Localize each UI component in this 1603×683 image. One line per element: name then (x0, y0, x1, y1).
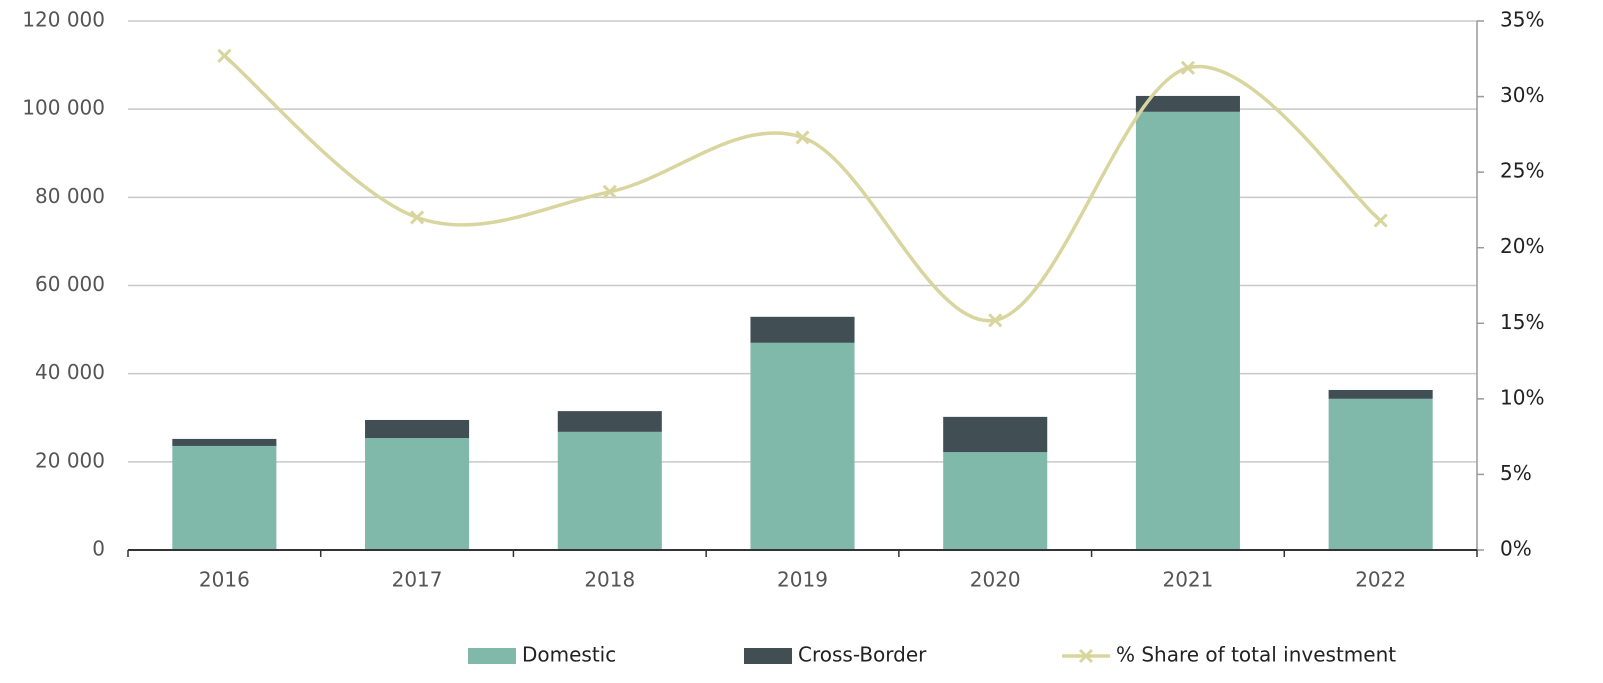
x-tick-label: 2017 (392, 568, 443, 592)
y2-tick-label: 25% (1500, 159, 1544, 183)
marker (1180, 60, 1195, 75)
marker (602, 184, 617, 199)
bar (1328, 389, 1433, 399)
x-tick-label: 2019 (777, 568, 828, 592)
bar (365, 419, 470, 439)
bar (172, 445, 277, 550)
x-tick-label: 2021 (1162, 568, 1213, 592)
y-tick-label: 20 000 (35, 448, 105, 472)
legend-label: % Share of total investment (1116, 643, 1396, 667)
bar (172, 438, 277, 446)
bar (943, 452, 1048, 550)
marker (1373, 213, 1388, 228)
x-tick-label: 2022 (1355, 568, 1406, 592)
y2-tick-label: 20% (1500, 234, 1544, 258)
y-tick-label: 40 000 (35, 360, 105, 384)
legend-swatch (468, 648, 516, 664)
marker (217, 48, 232, 63)
bar (750, 342, 855, 550)
legend-swatch (744, 648, 792, 664)
x-tick-label: 2018 (584, 568, 635, 592)
y2-tick-label: 35% (1500, 8, 1544, 32)
marker (795, 130, 810, 145)
marker (988, 313, 1003, 328)
bar (557, 431, 662, 550)
bar (1135, 95, 1240, 112)
y-tick-label: 60 000 (35, 272, 105, 296)
bar (1328, 398, 1433, 550)
bar (750, 316, 855, 343)
x-tick-label: 2020 (970, 568, 1021, 592)
marker (410, 210, 425, 225)
x-tick-label: 2016 (199, 568, 250, 592)
legend-label: Domestic (522, 643, 616, 667)
y2-tick-label: 5% (1500, 461, 1532, 485)
y2-tick-label: 10% (1500, 385, 1544, 409)
y-tick-label: 120 000 (22, 8, 105, 32)
y-tick-label: 80 000 (35, 184, 105, 208)
y2-tick-label: 0% (1500, 537, 1532, 561)
legend-swatch (1078, 648, 1094, 664)
y-tick-label: 100 000 (22, 96, 105, 120)
y-tick-label: 0 (92, 537, 105, 561)
bar (943, 416, 1048, 453)
legend-label: Cross-Border (798, 643, 927, 667)
y2-tick-label: 15% (1500, 310, 1544, 334)
bar (1135, 111, 1240, 550)
bar (365, 438, 470, 550)
bar (557, 411, 662, 432)
y2-tick-label: 30% (1500, 83, 1544, 107)
